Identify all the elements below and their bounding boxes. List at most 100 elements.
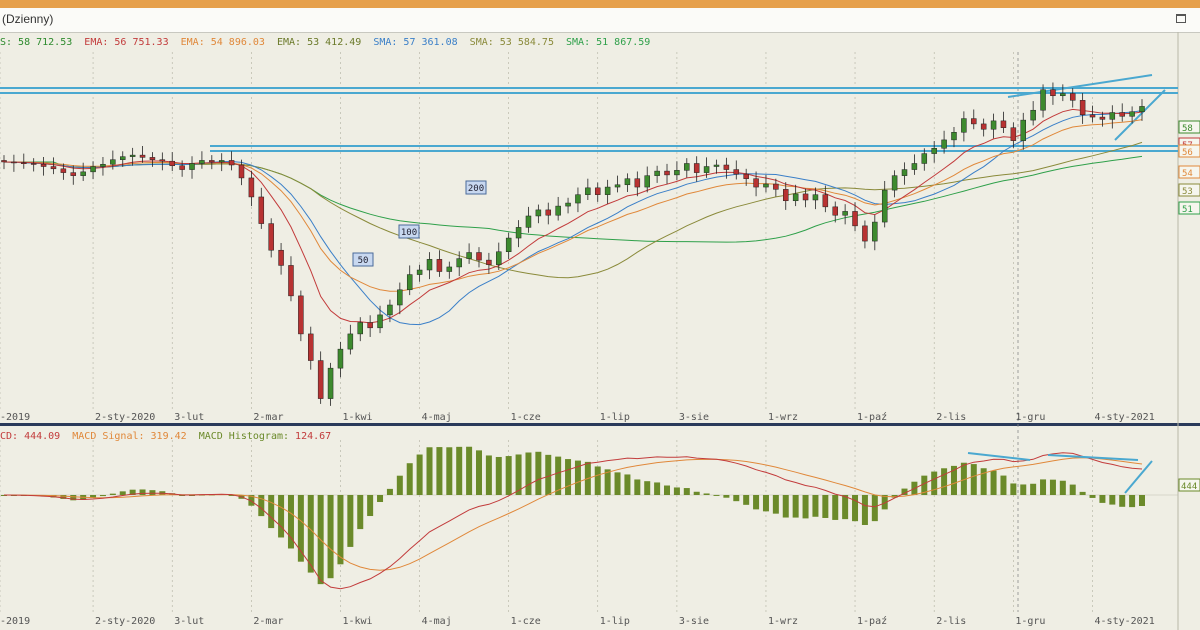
price-tag-4: 53	[1182, 187, 1193, 197]
candle-body-97	[961, 118, 967, 133]
candle-body-18	[179, 165, 185, 170]
macd-hist-bar-79	[782, 495, 789, 518]
maximize-icon[interactable]	[1176, 14, 1186, 23]
title-bar: (Dzienny)	[0, 8, 1200, 33]
macd-hist-bar-46	[456, 446, 463, 495]
macd-legend: CD: 444.09 MACD Signal: 319.42 MACD Hist…	[0, 431, 343, 442]
candle-body-74	[733, 169, 740, 175]
macd-hist-bar-54	[535, 451, 542, 495]
candle-body-52	[515, 227, 522, 239]
macd-hist-bar-10	[99, 495, 106, 497]
macd-x-tick-label-0: -2019	[0, 616, 30, 627]
macd-x-tick-label-1: 2-sty-2020	[95, 616, 155, 627]
macd-tag-box	[1178, 478, 1200, 492]
macd-x-tick-label-5: 4-maj	[422, 616, 452, 627]
panel-divider	[0, 423, 1200, 426]
macd-hist-bar-94	[931, 471, 938, 495]
candle-body-90	[891, 175, 898, 191]
macd-hist-bar-50	[495, 456, 502, 495]
candle-body-44	[436, 259, 443, 272]
candle-body-95	[941, 139, 947, 149]
candle-body-39	[387, 304, 393, 316]
candle-body-92	[911, 163, 918, 170]
macd-hist-bar-100	[990, 470, 997, 495]
legend-item-2: EMA: 54 896.03	[180, 37, 265, 48]
macd-x-tick-label-2: 3-lut	[174, 616, 204, 627]
candle-body-38	[377, 314, 383, 329]
macd-hist-bar-95	[941, 468, 948, 495]
legend-item-0: S: 58 712.53	[0, 37, 73, 48]
macd-hist-bar-6	[60, 495, 67, 499]
macd-hist-bar-60	[594, 466, 601, 495]
macd-hist-bar-30	[297, 495, 304, 562]
macd-x-tick-label-6: 1-cze	[511, 616, 541, 627]
macd-hist-bar-80	[792, 495, 799, 518]
sma-label-1: 100	[401, 228, 417, 238]
candle-body-86	[852, 211, 858, 227]
macd-divergence-line-1	[967, 452, 1031, 461]
candle-body-83	[822, 194, 829, 208]
candle-body-31	[308, 333, 314, 361]
macd-hist-bar-83	[822, 495, 829, 518]
candle-body-26	[258, 196, 265, 224]
price-tag-5: 51	[1182, 205, 1193, 215]
candle-body-19	[189, 163, 195, 170]
macd-x-tick-label-10: 1-paź	[857, 615, 887, 627]
candle-body-68	[674, 170, 680, 176]
candle-body-80	[792, 193, 799, 202]
macd-hist-bar-5	[50, 495, 57, 498]
macd-hist-bar-51	[505, 456, 512, 495]
x-tick-label-2: 3-lut	[174, 412, 204, 423]
candle-body-114	[1129, 111, 1135, 117]
x-tick-label-8: 3-sie	[679, 412, 709, 423]
macd-hist-bar-93	[921, 475, 928, 495]
macd-hist-bar-40	[396, 475, 403, 495]
candle-body-61	[604, 186, 611, 195]
macd-hist-bar-36	[357, 495, 364, 530]
macd-price-tag: 444	[1181, 482, 1197, 492]
sma-label-2: 200	[468, 184, 484, 194]
price-tag-box-4	[1178, 183, 1200, 197]
candle-body-84	[832, 206, 838, 216]
candle-body-32	[317, 360, 324, 399]
macd-hist-bar-23	[228, 494, 235, 496]
window-top-accent	[0, 0, 1200, 8]
candle-body-46	[456, 258, 462, 268]
macd-x-tick-label-4: 1-kwi	[342, 616, 372, 627]
candle-body-96	[951, 132, 957, 141]
candle-body-37	[367, 322, 373, 329]
candle-body-21	[209, 160, 215, 163]
candle-body-87	[862, 225, 868, 242]
macd-hist-bar-104	[1030, 483, 1037, 495]
macd-hist-bar-43	[426, 447, 433, 495]
macd-hist-bar-67	[664, 485, 671, 495]
candle-body-3	[30, 163, 37, 165]
candle-body-72	[713, 164, 720, 167]
candle-body-66	[654, 170, 660, 176]
candle-body-6	[60, 168, 67, 173]
candle-body-85	[842, 211, 848, 216]
macd-hist-bar-103	[1020, 484, 1027, 495]
sma-label-box-1	[398, 224, 420, 239]
macd-hist-bar-7	[70, 495, 77, 501]
candle-body-17	[169, 160, 175, 167]
macd-legend-item-2: MACD Histogram:	[198, 431, 290, 442]
candle-body-51	[505, 237, 512, 252]
macd-legend-item-1: MACD Signal: 319.42	[72, 431, 187, 442]
candle-body-7	[70, 172, 77, 176]
x-tick-label-6: 1-cze	[511, 412, 541, 423]
macd-legend-item-0: CD: 444.09	[0, 431, 61, 442]
macd-hist-bar-53	[525, 452, 532, 495]
candle-body-111	[1099, 116, 1106, 120]
candle-body-108	[1069, 93, 1076, 101]
macd-hist-bar-73	[723, 495, 730, 498]
macd-hist-bar-64	[634, 479, 641, 495]
candle-body-42	[416, 269, 423, 275]
candle-body-35	[347, 333, 354, 350]
candle-body-49	[486, 259, 492, 265]
x-tick-label-13: 4-sty-2021	[1095, 412, 1155, 423]
candle-body-54	[535, 209, 542, 217]
x-tick-label-7: 1-lip	[600, 412, 630, 423]
macd-x-tick-label-11: 2-lis	[936, 616, 966, 627]
